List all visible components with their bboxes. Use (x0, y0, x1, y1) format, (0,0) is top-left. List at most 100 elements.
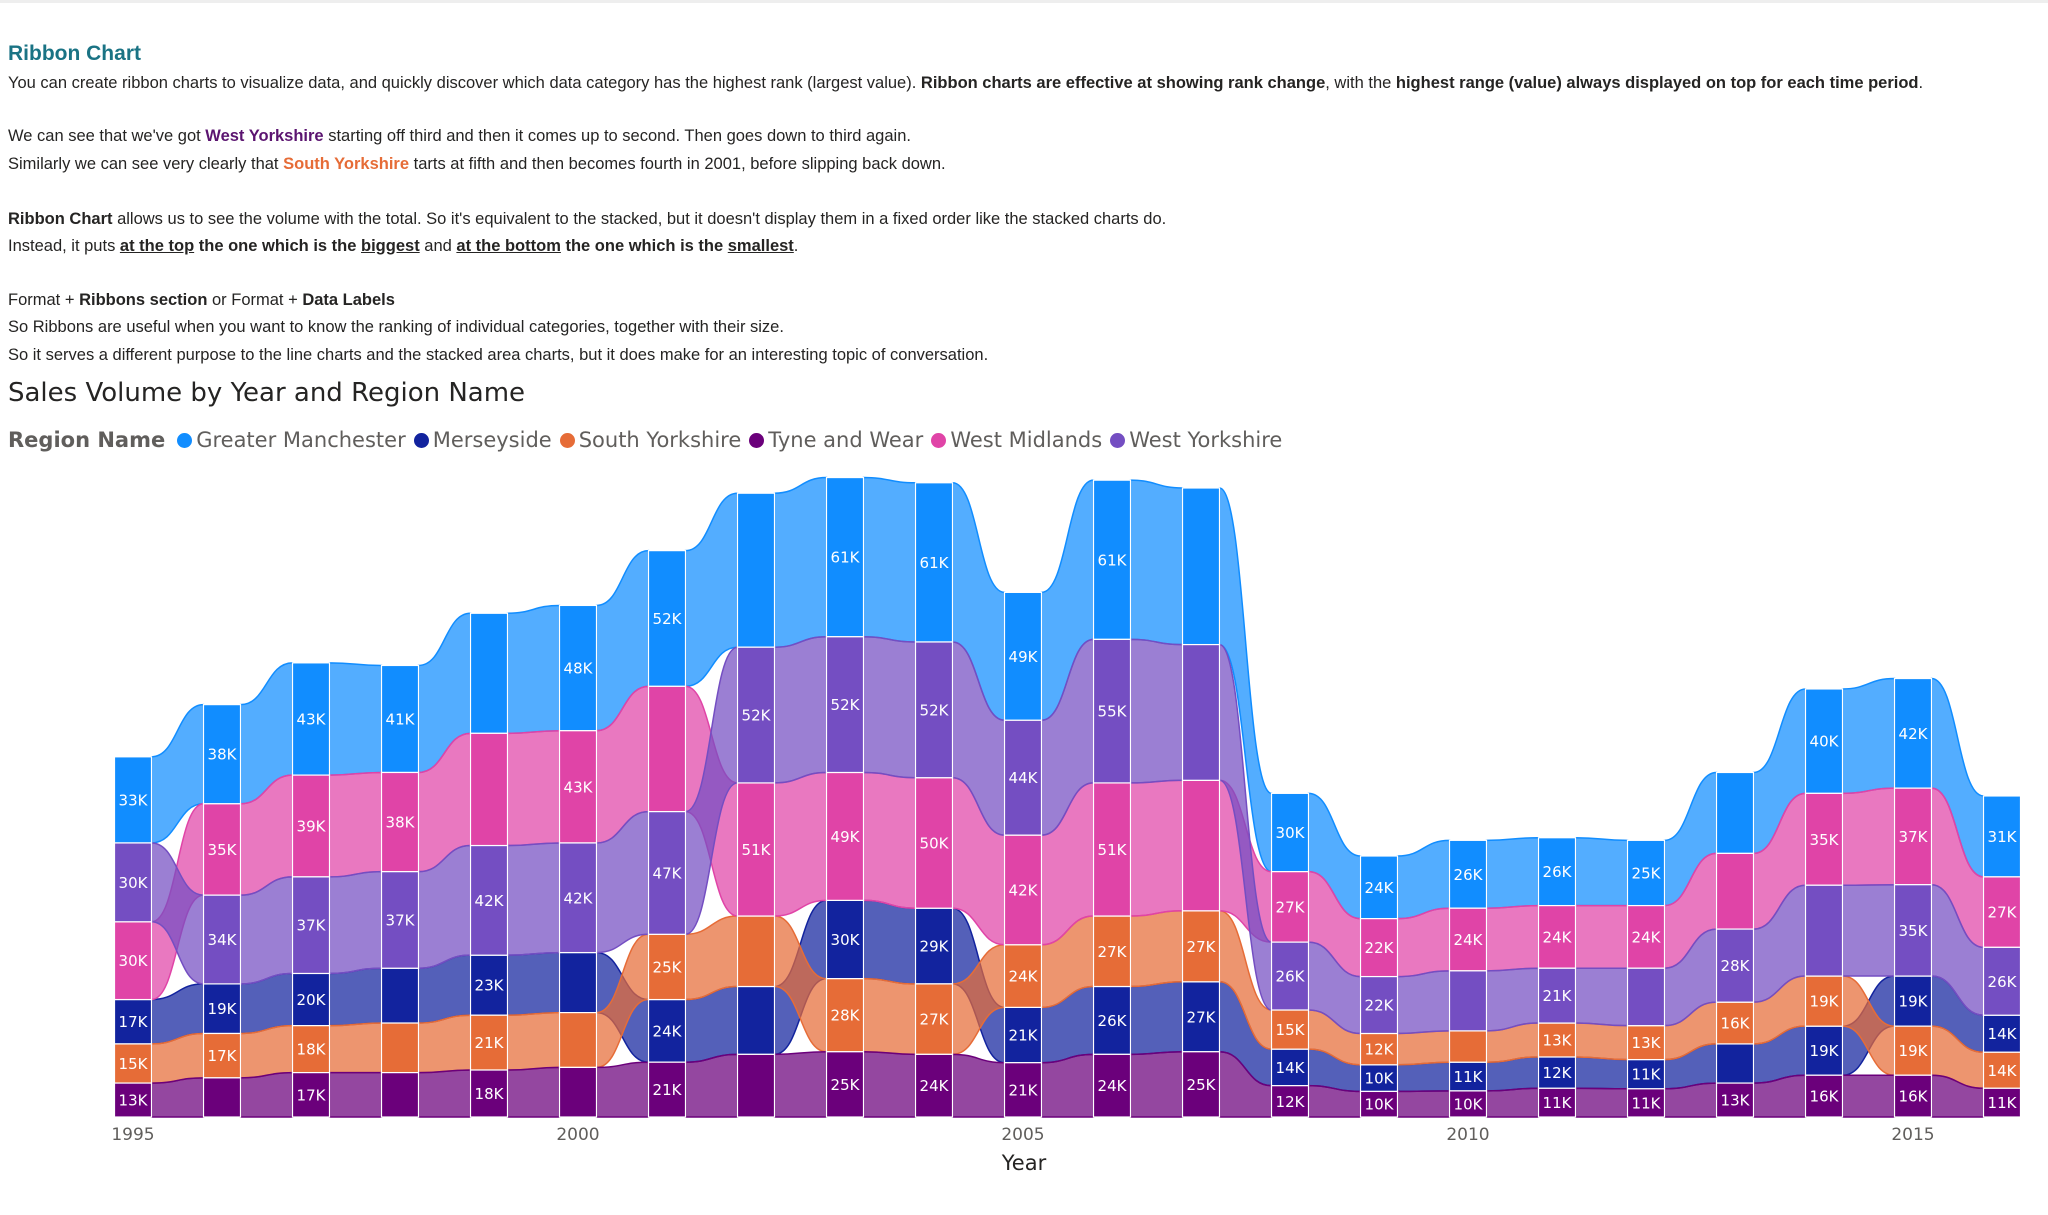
data-label: 24K (1454, 931, 1484, 949)
text-segment: the one which is the (560, 237, 728, 255)
bar (1270, 871, 1310, 943)
bar (469, 844, 509, 956)
data-label: 11K (1632, 1094, 1662, 1112)
data-label: 24K (920, 1077, 950, 1095)
bar (736, 782, 776, 917)
data-label: 25K (653, 958, 683, 976)
top-border (0, 0, 2048, 3)
data-label: 15K (1276, 1021, 1306, 1039)
bar (1181, 779, 1221, 912)
bar (202, 1032, 242, 1079)
bar (113, 842, 153, 923)
legend-marker (177, 432, 193, 448)
bar (1092, 1053, 1132, 1118)
bar (380, 967, 420, 1024)
text-segment: . (793, 237, 799, 255)
data-label: 26K (1098, 1012, 1128, 1030)
bar (291, 662, 331, 776)
legend-title: Region Name (8, 428, 166, 452)
ribbon (328, 1022, 383, 1074)
bar (113, 921, 153, 1001)
x-axis-title: Year (1001, 1151, 1047, 1175)
data-label: 35K (1899, 922, 1929, 940)
data-label: 25K (831, 1076, 861, 1094)
legend-item: South Yorkshire (559, 428, 741, 452)
data-label: 17K (297, 1086, 327, 1104)
data-label: 18K (297, 1041, 327, 1059)
legend-label: West Yorkshire (1129, 428, 1283, 452)
bar (736, 492, 776, 648)
ribbon (1396, 1030, 1451, 1066)
bar (1715, 852, 1755, 930)
bar (825, 899, 865, 980)
bar (1893, 884, 1933, 977)
ribbon (595, 1061, 650, 1118)
x-tick-label: 1995 (111, 1125, 154, 1145)
data-label: 48K (564, 660, 594, 678)
data-label: 55K (1098, 703, 1128, 721)
bar (1448, 907, 1488, 972)
bar (380, 771, 420, 873)
bar (558, 730, 598, 844)
bar (380, 1072, 420, 1118)
ribbon (1396, 970, 1451, 1035)
data-label: 34K (208, 931, 238, 949)
bar (1804, 884, 1844, 977)
data-label: 30K (1276, 824, 1306, 842)
bar (558, 1066, 598, 1118)
bar (1537, 904, 1577, 969)
bar (1626, 1088, 1666, 1118)
ribbon (1841, 1074, 1896, 1118)
bar (825, 636, 865, 774)
ribbon (1663, 1082, 1718, 1118)
data-label: 25K (1187, 1076, 1217, 1094)
ribbon (1129, 638, 1184, 784)
bar (380, 871, 420, 969)
bar (914, 641, 954, 779)
bar (647, 811, 687, 935)
ribbon (1396, 1061, 1451, 1093)
data-label: 50K (920, 834, 950, 852)
text-line: We can see that we've got West Yorkshire… (8, 127, 911, 146)
bar (558, 842, 598, 954)
data-label: 12K (1365, 1041, 1395, 1059)
text-segment: We can see that we've got (8, 127, 206, 145)
data-label: 22K (1365, 939, 1395, 957)
ribbon (1574, 836, 1629, 907)
legend-marker (749, 432, 765, 448)
bar (736, 985, 776, 1055)
bar (1715, 1082, 1755, 1118)
bar (380, 664, 420, 774)
x-tick-label: 2005 (1001, 1125, 1044, 1145)
ribbons (150, 476, 1985, 1118)
text-line: Format + Ribbons section or Format + Dat… (8, 291, 395, 310)
ribbon (1574, 1087, 1629, 1118)
ribbon (150, 1077, 205, 1118)
data-label: 16K (1721, 1015, 1751, 1033)
ribbon (1485, 904, 1540, 972)
ribbon (506, 729, 561, 847)
data-label: 11K (1543, 1094, 1573, 1112)
bar (1804, 688, 1844, 794)
bar (914, 777, 954, 909)
bar (1003, 719, 1043, 836)
data-label: 33K (119, 791, 149, 809)
data-label: 38K (208, 746, 238, 764)
bar (1537, 1087, 1577, 1118)
data-label: 28K (1721, 957, 1751, 975)
data-label: 11K (1632, 1066, 1662, 1084)
bar (1003, 591, 1043, 721)
bar (1181, 910, 1221, 983)
data-label: 37K (297, 917, 327, 935)
ribbon (862, 771, 917, 909)
text-line: Instead, it puts at the top the one whic… (8, 237, 798, 256)
bar (1181, 487, 1221, 646)
legend-marker (1110, 432, 1126, 448)
data-label: 42K (1899, 725, 1929, 743)
data-label: 49K (831, 828, 861, 846)
data-label: 11K (1454, 1068, 1484, 1086)
data-label: 27K (1187, 938, 1217, 956)
ribbon (862, 1050, 917, 1118)
data-label: 52K (742, 707, 772, 725)
data-label: 61K (920, 554, 950, 572)
